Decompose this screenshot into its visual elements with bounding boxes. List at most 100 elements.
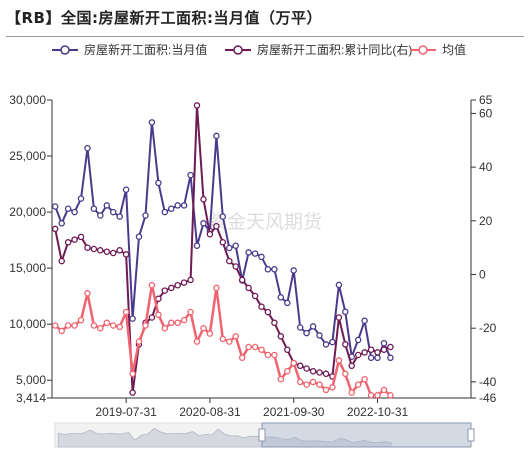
left-tick-label: 5,000 [16,373,46,387]
series-2-point [226,257,233,265]
plot-area [51,102,394,399]
series-1-point [97,212,104,219]
series-1-point [84,144,91,152]
series-3-point [380,386,388,394]
series-1-point [122,186,130,193]
series-3-point [277,375,285,383]
series-1-point [129,315,136,322]
series-1-point [322,341,330,348]
series-2-point [71,236,78,243]
navigator-handle-right[interactable] [467,428,475,442]
series-3-point [180,316,188,324]
series-3 [51,281,394,399]
series-1-point [245,249,252,256]
series-2-point [322,370,330,378]
series-3-point [51,322,59,329]
series-3-point [238,354,246,361]
series-3-point [109,322,117,329]
series-3-point [354,381,362,388]
series-1-point [174,202,181,209]
series-2-point [97,247,104,254]
series-1-point [264,266,272,273]
series-3-point [213,284,220,292]
series-3-point [245,343,252,351]
series-3-point [168,319,175,327]
navigator-handle-left[interactable] [258,428,266,442]
range-navigator[interactable] [54,422,475,448]
left-tick-label: 20,000 [9,205,46,219]
series-3-point [155,311,162,319]
series-1-point [290,267,297,274]
series-3-point [232,333,239,340]
series-3-point [97,324,104,332]
legend-label: 房屋新开工面积:当月值 [84,42,207,57]
series-1-point [161,208,169,216]
legend-item-1[interactable]: 房屋新开工面积:当月值 [52,42,207,57]
legend-label: 房屋新开工面积:累计同比(右) [257,42,412,57]
series-1-point [64,205,72,212]
legend-item-2[interactable]: 房屋新开工面积:累计同比(右) [225,42,412,57]
series-1-point [193,242,201,249]
series-1-point [109,208,117,216]
series-2-point [129,389,136,396]
series-3-point [251,343,259,351]
series-2-point [367,346,375,353]
series-1-point [135,233,143,240]
series-3-point [335,357,343,364]
series-3-point [374,392,381,399]
series-1-point [200,220,207,227]
series-3-point [322,386,330,394]
series-1-point [309,323,317,330]
series-1-point [316,332,323,339]
series-3-point [303,381,310,388]
series-1-point [226,244,233,252]
series-2-point [116,247,123,254]
series-1-point [342,308,349,316]
x-tick-label: 2020-08-31 [179,405,241,419]
series-3-point [329,384,336,391]
series-2-point [354,351,362,359]
series-3-point [316,381,323,388]
series-2-point [271,319,278,327]
legend-item-3[interactable]: 均值 [410,42,466,57]
left-tick-label: 10,000 [9,317,46,331]
series-2-point [187,276,194,284]
x-tick-label: 2021-09-30 [263,405,325,419]
series-1-point [77,195,85,202]
series-1-point [387,354,394,362]
series-1-point [116,213,123,220]
series-2-point [148,314,156,321]
series-3-point [122,308,130,316]
series-1-point [303,329,310,337]
navigator-preview [57,427,392,448]
right-tick-label: -40 [479,375,497,389]
series-1-point [155,179,162,187]
series-3-point [296,378,304,386]
series-1-point [232,242,239,249]
series-2-point [342,341,349,348]
series-2-point [84,244,91,251]
right-tick-label: 65 [479,93,493,107]
series-1-point [251,250,259,257]
series-2-point [348,362,355,370]
series-2-point [251,292,259,300]
navigator-selection[interactable] [261,422,472,448]
right-tick-label: 60 [479,106,493,120]
series-1-point [374,354,381,362]
series-3-point [187,308,194,316]
left-tick-label: 25,000 [9,149,46,163]
series-3-point [271,351,278,359]
series-1-point [361,317,368,325]
legend-swatch-marker [60,45,70,55]
axes: 30,000 25,000 20,000 15,000 10,000 5,000 3,414… [9,93,496,419]
right-tick-label: 0 [479,268,486,282]
series-2-point [219,239,227,246]
series-1-point [296,324,304,331]
series-3-point [342,370,349,378]
series-1-point [219,213,227,220]
series-1-point [148,119,156,126]
series-3-point [84,290,91,297]
left-tick-label: 30,000 [9,93,46,107]
series-3-point [284,367,291,375]
